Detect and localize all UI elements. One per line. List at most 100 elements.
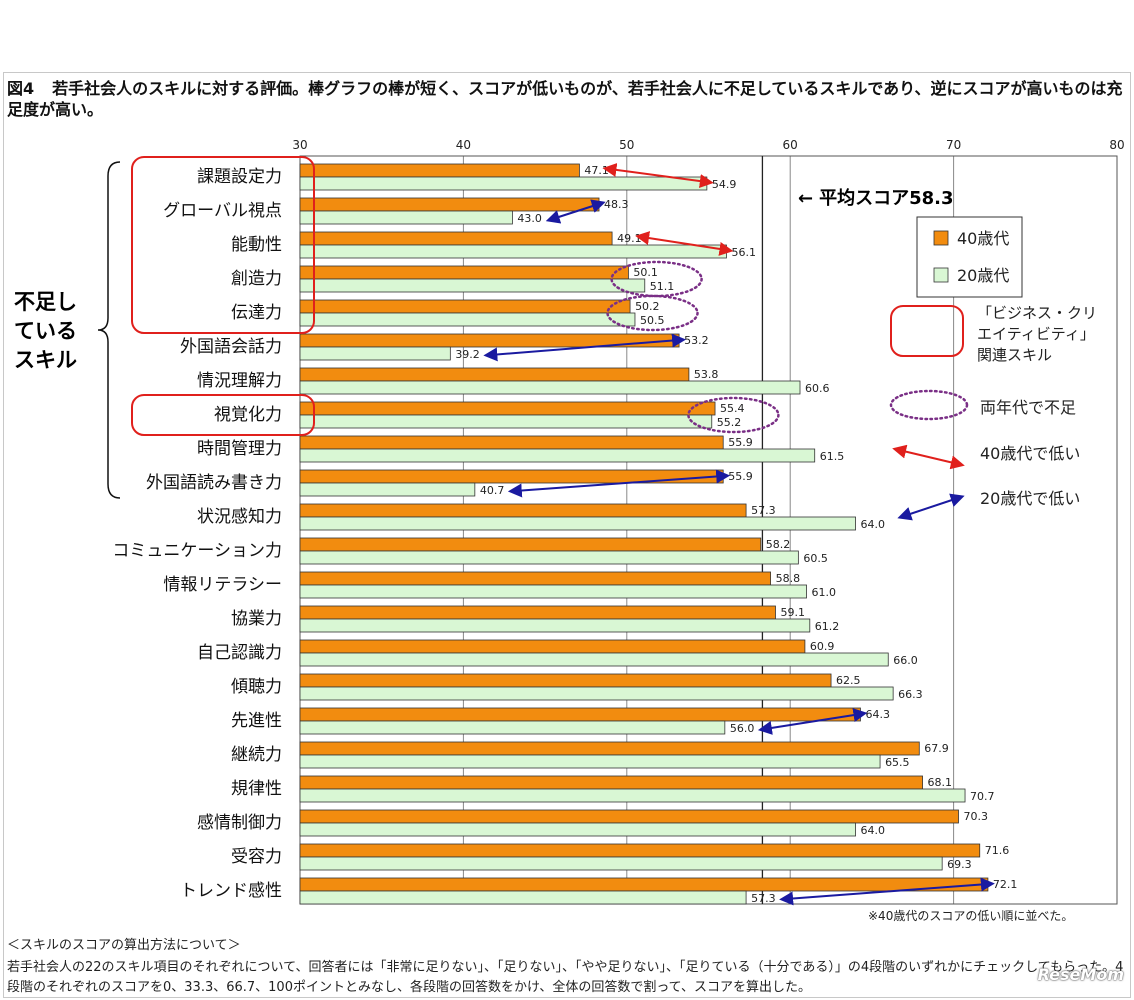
bar-20s xyxy=(299,312,636,327)
shortage-label-line: ている xyxy=(14,319,77,343)
legend-label-creativity-line: 関連スキル xyxy=(977,346,1053,364)
category-label: 伝達力 xyxy=(231,303,282,323)
value-label-40s: 48.3 xyxy=(604,198,629,211)
blue-arrow-icon xyxy=(757,708,868,735)
value-label-40s: 57.3 xyxy=(751,504,776,517)
bar-20s xyxy=(299,380,801,395)
both-low-circle xyxy=(687,396,780,434)
shortage-label-line: 不足し xyxy=(14,290,77,314)
bar-40s xyxy=(299,435,724,450)
value-label-40s: 47.1 xyxy=(584,164,609,177)
legend-creativity-box-icon xyxy=(890,305,964,357)
value-label-40s: 58.8 xyxy=(776,572,801,585)
shortage-label: 不足し ている スキル xyxy=(14,288,94,375)
x-tick-label: 40 xyxy=(456,138,471,152)
value-label-40s: 72.1 xyxy=(993,878,1018,891)
x-tick-label: 60 xyxy=(783,138,798,152)
value-label-20s: 56.1 xyxy=(731,246,756,259)
legend-red-arrow-icon xyxy=(892,444,965,470)
value-label-20s: 50.5 xyxy=(640,314,665,327)
legend-blue-arrow-icon xyxy=(897,493,965,521)
average-label: ← 平均スコア58.3 xyxy=(798,184,954,210)
figure-title: 図4 若手社会人のスキルに対する評価。棒グラフの棒が短く、スコアが低いものが、若手… xyxy=(7,78,1127,120)
figure-number: 図4 xyxy=(7,79,35,98)
bar-20s xyxy=(299,244,727,259)
legend-label-creativity: 「ビジネス・クリ エイティビティ」 関連スキル xyxy=(977,303,1097,366)
blue-arrow-icon xyxy=(545,199,606,224)
bar-40s xyxy=(299,775,923,790)
value-label-20s: 66.0 xyxy=(893,654,918,667)
category-label: 感情制御力 xyxy=(197,813,282,833)
bar-20s xyxy=(299,176,708,191)
value-label-20s: 64.0 xyxy=(861,518,886,531)
value-label-40s: 59.1 xyxy=(780,606,805,619)
value-label-20s: 43.0 xyxy=(517,212,542,225)
category-label: 継続力 xyxy=(231,745,282,765)
value-label-40s: 70.3 xyxy=(964,810,989,823)
x-tick-label: 80 xyxy=(1109,138,1124,152)
value-label-20s: 69.3 xyxy=(947,858,972,871)
average-label-text: 平均スコア58.3 xyxy=(819,188,954,209)
bar-20s xyxy=(299,448,816,463)
category-label: 外国語会話力 xyxy=(180,337,282,357)
shortage-brace xyxy=(97,161,121,499)
bar-20s xyxy=(299,652,889,667)
value-label-20s: 40.7 xyxy=(480,484,505,497)
legend-series-box xyxy=(916,216,1023,298)
bar-40s xyxy=(299,843,981,858)
value-label-40s: 55.9 xyxy=(728,436,753,449)
bar-40s xyxy=(299,707,861,722)
blue-arrow-icon xyxy=(507,469,731,498)
value-label-20s: 56.0 xyxy=(730,722,755,735)
red-arrow-icon xyxy=(602,162,714,189)
value-label-20s: 65.5 xyxy=(885,756,910,769)
value-label-20s: 66.3 xyxy=(898,688,923,701)
bar-20s xyxy=(299,482,476,497)
value-label-40s: 58.2 xyxy=(766,538,791,551)
bar-40s xyxy=(299,741,920,756)
bar-40s xyxy=(299,163,580,178)
category-label: 先進性 xyxy=(231,711,282,731)
value-label-40s: 53.2 xyxy=(684,334,709,347)
value-label-20s: 60.5 xyxy=(803,552,828,565)
category-label: 状況感知力 xyxy=(197,507,282,527)
bar-20s xyxy=(299,856,943,871)
bar-40s xyxy=(299,877,989,892)
bar-40s xyxy=(299,673,832,688)
legend-label-creativity-line: 「ビジネス・クリ xyxy=(977,304,1098,322)
value-label-20s: 54.9 xyxy=(712,178,737,191)
bar-20s xyxy=(299,584,807,599)
bar-40s xyxy=(299,809,959,824)
bar-20s xyxy=(299,210,513,225)
legend-label-20s-low: 20歳代で低い xyxy=(980,489,1081,508)
value-label-20s: 61.2 xyxy=(815,620,840,633)
value-label-40s: 71.6 xyxy=(985,844,1010,857)
bar-40s xyxy=(299,367,690,382)
bar-20s xyxy=(299,686,894,701)
legend-label-40s-low: 40歳代で低い xyxy=(980,444,1081,463)
value-label-20s: 60.6 xyxy=(805,382,830,395)
value-label-40s: 50.1 xyxy=(633,266,658,279)
category-label: コミュニケーション力 xyxy=(112,541,282,561)
category-label: 規律性 xyxy=(231,779,282,799)
value-label-20s: 70.7 xyxy=(970,790,995,803)
bar-20s xyxy=(299,550,799,565)
bar-40s xyxy=(299,231,613,246)
method-body: 若手社会人の22のスキル項目のそれぞれについて、回答者には「非常に足りない」、「… xyxy=(7,960,1124,995)
category-label: 情報リテラシー xyxy=(163,575,282,595)
value-label-40s: 50.2 xyxy=(635,300,660,313)
bar-20s xyxy=(299,346,451,361)
value-label-20s: 57.3 xyxy=(751,892,776,905)
value-label-20s: 39.2 xyxy=(455,348,480,361)
bar-20s xyxy=(299,414,713,429)
figure-title-text: 若手社会人のスキルに対する評価。棒グラフの棒が短く、スコアが低いものが、若手社会… xyxy=(7,79,1123,119)
bar-20s xyxy=(299,618,811,633)
category-label: 情況理解力 xyxy=(197,371,282,391)
category-label: 傾聴力 xyxy=(231,677,282,697)
category-label: 能動性 xyxy=(231,235,282,255)
bar-40s xyxy=(299,265,629,280)
bar-40s xyxy=(299,299,631,314)
legend-swatch-40s xyxy=(933,230,949,246)
blue-arrow-icon xyxy=(779,877,995,906)
